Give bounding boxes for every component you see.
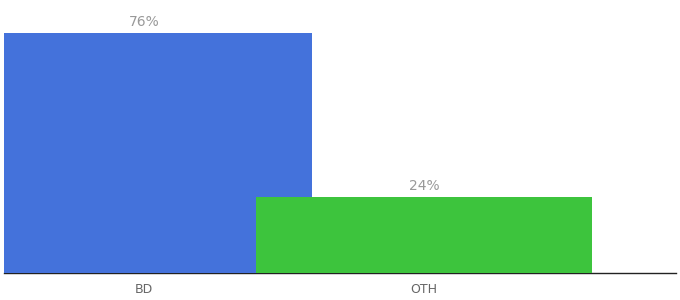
Text: 24%: 24% [409,179,439,194]
Bar [0,33,312,273]
Bar [256,197,592,273]
Text: 76%: 76% [129,15,160,29]
